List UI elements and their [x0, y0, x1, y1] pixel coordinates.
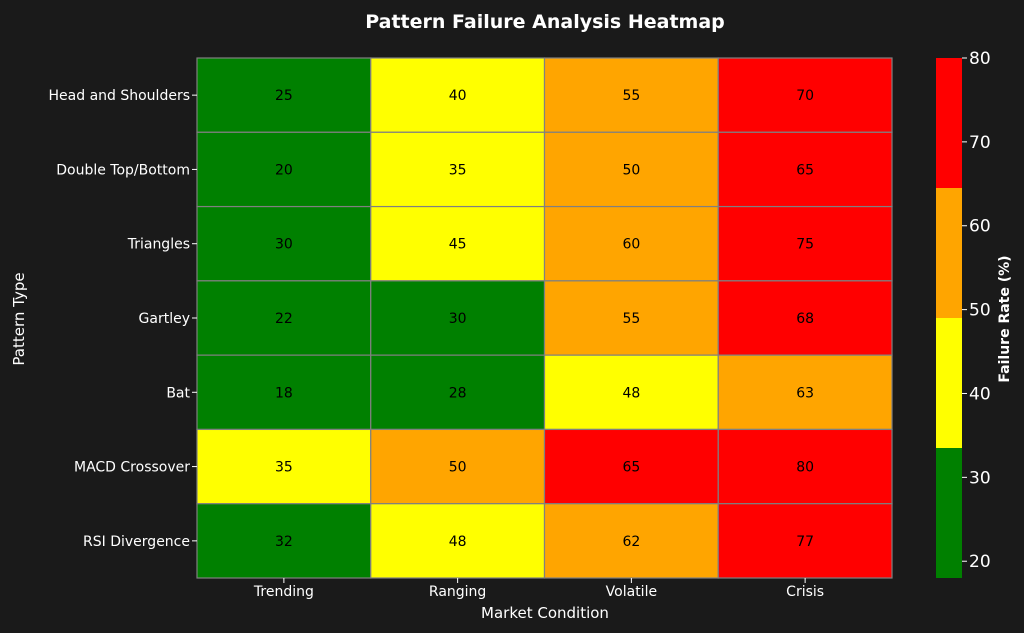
cell-value-label: 68: [796, 311, 814, 327]
colorbar-tick-label: 40: [969, 384, 991, 404]
cell-value-label: 70: [796, 88, 814, 104]
x-tick-label: Trending: [253, 584, 314, 600]
colorbar-tick-label: 20: [969, 552, 991, 572]
cell-value-label: 30: [449, 311, 467, 327]
colorbar-tick-label: 70: [969, 133, 991, 153]
colorbar-segment: [936, 448, 962, 578]
heatmap-cell: [717, 503, 893, 579]
colorbar: 20 30 40 50 60 70 80: [936, 49, 991, 578]
colorbar-tick-label: 30: [969, 468, 991, 488]
colorbar-segment: [936, 58, 962, 188]
heatmap-cell: [543, 280, 719, 356]
heatmap-cell: [717, 57, 893, 133]
cell-value-label: 77: [796, 534, 814, 550]
cell-value-label: 65: [622, 460, 640, 476]
heatmap-cell: [196, 503, 372, 579]
x-tick-label: Volatile: [606, 584, 657, 600]
x-axis-label: Market Condition: [481, 604, 609, 622]
colorbar-tick-label: 60: [969, 217, 991, 237]
cell-value-label: 35: [275, 460, 293, 476]
heatmap-cell: [543, 57, 719, 133]
cell-value-label: 20: [275, 162, 293, 178]
colorbar-tick-label: 50: [969, 301, 991, 321]
y-tick-label: MACD Crossover: [74, 460, 190, 476]
chart-title: Pattern Failure Analysis Heatmap: [365, 11, 725, 33]
heatmap-cell: [370, 205, 546, 282]
heatmap-cell: [370, 57, 546, 133]
cell-value-label: 25: [275, 88, 293, 104]
heatmap-cell: [196, 57, 372, 133]
heatmap-cell: [543, 354, 719, 431]
y-tick-label: RSI Divergence: [83, 534, 190, 550]
heatmap-cell: [370, 354, 546, 431]
cell-value-label: 63: [796, 385, 814, 401]
y-axis-label: Pattern Type: [10, 272, 28, 365]
y-tick-label: Triangles: [127, 237, 190, 253]
cell-value-label: 28: [449, 385, 467, 401]
y-tick-label: Bat: [166, 385, 190, 401]
heatmap-cell: [717, 354, 893, 431]
x-tick-label: Ranging: [429, 584, 486, 600]
x-tick-label: Crisis: [786, 584, 824, 600]
cell-value-label: 60: [622, 237, 640, 253]
heatmap-cell: [370, 428, 546, 505]
cell-value-label: 48: [622, 385, 640, 401]
heatmap-cell: [196, 280, 372, 356]
heatmap-cell: [196, 131, 372, 208]
heatmap-cell: [717, 131, 893, 208]
cell-value-label: 45: [449, 237, 467, 253]
heatmap-cell: [717, 428, 893, 505]
heatmap-cell: [196, 428, 372, 505]
cell-value-label: 30: [275, 237, 293, 253]
colorbar-tick-label: 80: [969, 49, 991, 69]
cell-value-label: 62: [622, 534, 640, 550]
cell-value-label: 50: [622, 162, 640, 178]
cell-value-label: 35: [449, 162, 467, 178]
heatmap-cell: [543, 503, 719, 579]
cell-value-label: 32: [275, 534, 293, 550]
y-tick-label: Double Top/Bottom: [56, 162, 190, 178]
colorbar-segment: [936, 188, 962, 318]
heatmap-cell: [717, 280, 893, 356]
heatmap-cell: [196, 354, 372, 431]
cell-value-label: 75: [796, 237, 814, 253]
colorbar-segment: [936, 318, 962, 448]
x-axis-ticks: Trending Ranging Volatile Crisis: [253, 578, 824, 600]
cell-value-label: 48: [449, 534, 467, 550]
cell-value-label: 55: [622, 88, 640, 104]
cell-value-label: 50: [449, 460, 467, 476]
heatmap-grid: 25 40 55 70 20 35 50 65 30 45 60 75 22 30 55 68 18 28 48 63…: [196, 57, 893, 579]
heatmap-cell: [543, 428, 719, 505]
y-axis-ticks: Head and Shoulders Double Top/Bottom Trian…: [49, 88, 197, 550]
y-tick-label: Gartley: [139, 311, 190, 327]
cell-value-label: 55: [622, 311, 640, 327]
cell-value-label: 22: [275, 311, 293, 327]
heatmap-cell: [370, 131, 546, 208]
colorbar-label: Failure Rate (%): [997, 255, 1013, 382]
y-tick-label: Head and Shoulders: [49, 88, 190, 104]
heatmap-cell: [370, 280, 546, 356]
cell-value-label: 18: [275, 385, 293, 401]
cell-value-label: 80: [796, 460, 814, 476]
heatmap-cell: [717, 205, 893, 282]
cell-value-label: 65: [796, 162, 814, 178]
cell-value-label: 40: [449, 88, 467, 104]
